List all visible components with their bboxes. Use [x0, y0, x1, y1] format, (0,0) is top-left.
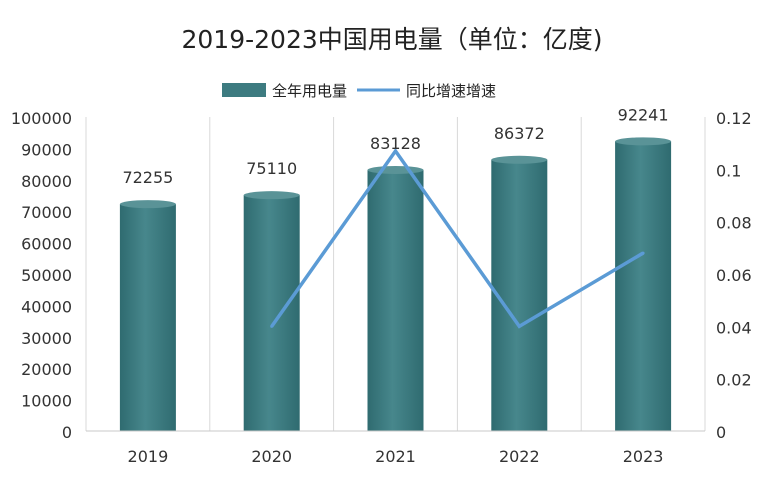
y-right-tick-label: 0 — [716, 423, 726, 442]
legend-line-label: 同比增速增速 — [406, 82, 496, 100]
legend-bar-label: 全年用电量 — [272, 82, 347, 100]
y-right-tick-label: 0.06 — [716, 266, 752, 285]
chart-title: 2019-2023中国用电量（单位：亿度) — [181, 25, 602, 54]
bar-cap — [491, 155, 548, 164]
y-right-tick-label: 0.1 — [716, 161, 741, 180]
bar-data-label: 86372 — [494, 124, 545, 143]
line-point — [517, 324, 521, 328]
y-left-tick-label: 40000 — [21, 297, 72, 316]
y-left-tick-label: 50000 — [21, 266, 72, 285]
bar — [491, 159, 548, 431]
x-tick-label: 2021 — [375, 447, 416, 466]
bar — [367, 169, 424, 431]
data-labels: 72255 75110 83128 86372 92241 — [122, 105, 668, 187]
line-point — [270, 324, 274, 328]
line-point — [394, 149, 397, 153]
bar-cap — [367, 165, 424, 174]
bar-cap — [119, 200, 176, 209]
y-left-tick-label: 90000 — [21, 140, 72, 159]
y-left-tick-label: 0 — [62, 423, 72, 442]
y-right-tick-label: 0.02 — [716, 371, 752, 390]
x-tick-label: 2023 — [623, 447, 664, 466]
legend-bar-swatch — [222, 83, 266, 97]
x-tick-label: 2019 — [128, 447, 169, 466]
bar — [243, 195, 300, 431]
x-tick-label: 2022 — [499, 447, 540, 466]
bar-data-label: 83128 — [370, 134, 421, 153]
bar — [119, 204, 176, 431]
y-left-tick-label: 10000 — [21, 392, 72, 411]
y-left-tick-label: 100000 — [11, 109, 72, 128]
x-tick-label: 2020 — [251, 447, 292, 466]
y-left-tick-label: 30000 — [21, 329, 72, 348]
bar-cap — [243, 191, 300, 200]
y-right-tick-label: 0.04 — [716, 318, 752, 337]
axes: 0 10000 20000 30000 40000 50000 60000 70000 8000… — [11, 109, 752, 466]
bar-cap — [615, 137, 672, 146]
line-series — [270, 147, 645, 329]
y-right-tick-label: 0.12 — [716, 109, 752, 128]
y-left-tick-label: 60000 — [21, 235, 72, 254]
y-left-tick-label: 20000 — [21, 360, 72, 379]
line-point — [641, 251, 645, 255]
bar-data-label: 75110 — [246, 159, 297, 178]
bar — [615, 141, 672, 431]
y-left-tick-label: 80000 — [21, 172, 72, 191]
bar-data-label: 72255 — [122, 168, 173, 187]
gridlines — [85, 117, 706, 431]
growth-line — [270, 147, 644, 329]
bar-data-label: 92241 — [618, 105, 669, 124]
y-right-tick-label: 0.08 — [716, 214, 752, 233]
bar-series — [119, 137, 672, 431]
y-left-tick-label: 70000 — [21, 203, 72, 222]
legend: 全年用电量 同比增速增速 — [222, 82, 496, 100]
